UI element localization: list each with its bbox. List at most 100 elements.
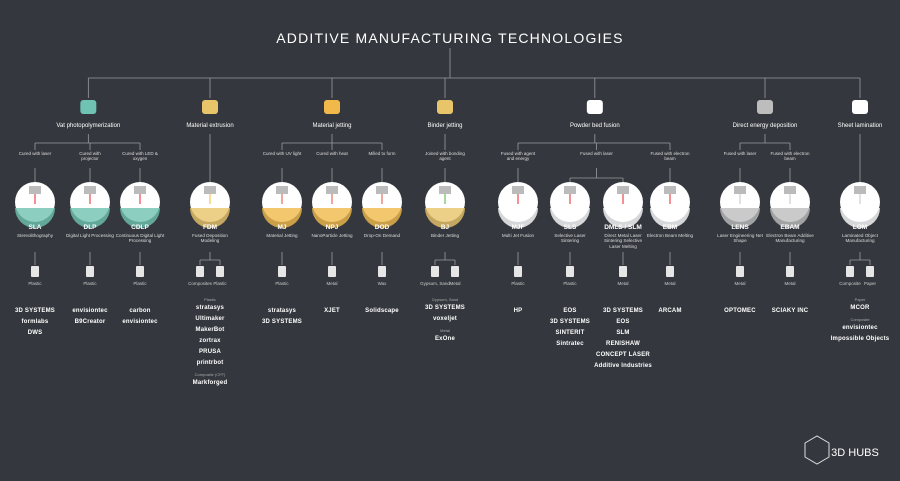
branch-label: Fused with electron beam (770, 151, 810, 162)
material-icon (846, 266, 854, 277)
technique-head (664, 186, 676, 194)
branch-label: Joined with bonding agent (425, 151, 465, 162)
brand-name: carbon (129, 308, 151, 314)
technique-name: SLS (563, 224, 577, 231)
technique-description: Material Jetting (266, 233, 298, 238)
technique-illustration (70, 208, 110, 228)
brand-name: SINTERIT (555, 330, 585, 336)
technique-head (84, 186, 96, 194)
technique-name: NPJ (325, 224, 339, 231)
brand-name: HP (513, 308, 523, 314)
brand-group-label: Paper (854, 297, 866, 302)
logo-text: 3D HUBS (831, 447, 879, 459)
brand-name: zortrax (199, 338, 221, 344)
brand-name: 3D SYSTEMS (14, 308, 55, 314)
brand-name: stratasys (195, 305, 225, 311)
brand-name: MakerBot (195, 327, 225, 333)
category-icon (437, 100, 453, 114)
technique-name: DLP (83, 224, 97, 231)
category-label: Material jetting (312, 123, 352, 129)
technique-description: Electron Beam Melting (646, 233, 694, 238)
brand-name: 3D SYSTEMS (424, 305, 465, 311)
material-label: Plastic (28, 281, 42, 286)
technique-head (784, 186, 796, 194)
technique-name: SLA (28, 224, 42, 231)
technique-description: Binder Jetting (430, 233, 460, 238)
technique-description: Laser Engineering Net Shape (717, 233, 763, 244)
brand-name: EOS (563, 308, 577, 314)
brand-name: printrbot (196, 360, 224, 366)
brand-name: envisiontec (122, 319, 158, 325)
brand-name: CONCEPT LASER (596, 352, 650, 358)
technique-illustration (15, 208, 55, 228)
technique-illustration (262, 208, 302, 228)
brand-name: SLM (616, 330, 630, 336)
brand-name: 3D SYSTEMS (602, 308, 643, 314)
material-label: Metal (784, 281, 796, 286)
category-label: Sheet lamination (837, 123, 883, 129)
technique-head (617, 186, 629, 194)
brand-name: RENISHAW (606, 341, 640, 347)
technique-head (134, 186, 146, 194)
technique-illustration (603, 208, 643, 228)
category-label: Material extrusion (186, 123, 234, 129)
title: ADDITIVE MANUFACTURING TECHNOLOGIES (276, 30, 624, 46)
brand-group-label: Metal (440, 328, 450, 333)
material-icon (378, 266, 386, 277)
brand-name: ExOne (434, 336, 455, 342)
brand-name: envisiontec (72, 308, 108, 314)
brand-name: XJET (324, 308, 340, 314)
brand-name: Impossible Objects (830, 336, 890, 342)
material-label: Metal (617, 281, 629, 286)
material-label: Plastic (511, 281, 525, 286)
material-label: Plastic (213, 281, 227, 286)
branch-label: Cured with projector (79, 151, 101, 162)
material-label: Paper (863, 281, 876, 286)
technique-head (854, 186, 866, 194)
branch-label: Fused with laser (580, 151, 613, 156)
material-icon (514, 266, 522, 277)
brand-name: ARCAM (658, 308, 682, 314)
brand-group-label: Composite (850, 317, 870, 322)
brand-name: B9Creator (74, 319, 106, 325)
material-label: Composites (188, 281, 212, 286)
branch-label: Cured with LED & oxygen (122, 151, 158, 162)
brand-name: DWS (27, 330, 43, 336)
technique-description: Multi Jet Fusion (501, 233, 535, 238)
branch-label: Cured with heat (316, 151, 348, 156)
technique-name: EBAM (780, 224, 800, 231)
branch-label: Fused with agent and energy (500, 151, 536, 162)
material-icon (216, 266, 224, 277)
category-icon (324, 100, 340, 114)
material-icon (566, 266, 574, 277)
category-icon (852, 100, 868, 114)
material-label: Metal (664, 281, 676, 286)
technique-head (326, 186, 338, 194)
technique-illustration (425, 208, 465, 228)
brand-group-label: Composite (CFF) (194, 372, 226, 377)
brand-name: Additive Industries (594, 363, 652, 369)
category-icon (757, 100, 773, 114)
material-label: Plastic (563, 281, 577, 286)
branch-label: Cured with UV light (262, 151, 302, 156)
material-label: Gypsum, Sand (420, 281, 450, 286)
technique-head (276, 186, 288, 194)
branch-label: Fused with electron beam (650, 151, 690, 162)
material-label: Composite (839, 281, 861, 286)
technique-name: DOD (374, 224, 390, 231)
material-icon (86, 266, 94, 277)
technique-name: EBM (662, 224, 678, 231)
material-icon (619, 266, 627, 277)
brand-name: 3D SYSTEMS (261, 319, 302, 325)
technique-head (29, 186, 41, 194)
material-icon (196, 266, 204, 277)
brand-name: Ultimaker (195, 316, 225, 322)
brand-group-label: Plastic (204, 297, 216, 302)
brand-name: MCOR (850, 305, 870, 311)
material-icon (786, 266, 794, 277)
technique-description: Stereolithography (16, 233, 53, 238)
branch-label: Milled to form (368, 151, 396, 156)
material-label: Metal (326, 281, 338, 286)
material-icon (328, 266, 336, 277)
